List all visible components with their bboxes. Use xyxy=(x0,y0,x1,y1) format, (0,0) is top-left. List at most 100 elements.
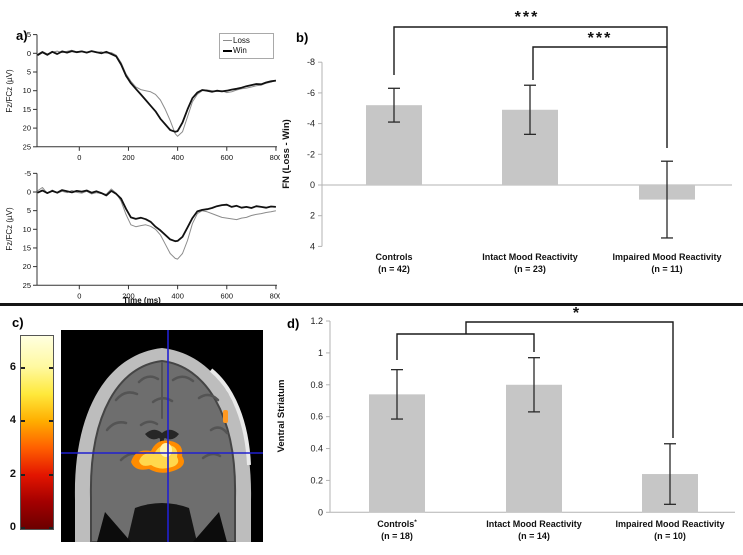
x-tick-label: 600 xyxy=(221,153,234,162)
category-label: Controls* xyxy=(377,519,417,529)
erp-loss-line xyxy=(37,187,277,260)
fn-bar-chart: -8 -6 -4 -2 0 2 4 Controls (n = 42) Intact Mood R… xyxy=(281,9,732,274)
y-tick-label: -8 xyxy=(307,57,315,67)
y-tick-label: -6 xyxy=(307,88,315,98)
colorbar-tick-label: 0 xyxy=(9,521,16,533)
y-tick-label: 5 xyxy=(27,206,31,215)
y-tick-label: 5 xyxy=(27,68,31,77)
panel-b-label: b) xyxy=(296,30,309,45)
x-tick-label: 200 xyxy=(122,291,135,300)
x-tick-label: 0 xyxy=(77,153,81,162)
y-axis-title: Fz/FCz (µV) xyxy=(5,69,14,113)
significance-bracket xyxy=(396,333,535,360)
y-tick-label: 0.8 xyxy=(310,380,323,390)
erp-loss-line xyxy=(37,49,277,137)
x-tick-label: 800 xyxy=(270,291,280,300)
category-n-label: (n = 14) xyxy=(518,531,550,541)
panel-a-label: a) xyxy=(16,28,28,43)
y-tick-label: 20 xyxy=(23,262,31,271)
y-tick-label: 25 xyxy=(23,281,31,290)
y-tick-label: -2 xyxy=(307,149,315,159)
erp-waveform-plots: -505101520250200400600800Fz/FCz (µV)-505… xyxy=(5,30,280,305)
right-dark-wedge xyxy=(193,512,227,542)
y-tick-label: 0 xyxy=(27,188,31,197)
colorbar-tick-mark xyxy=(49,366,53,369)
significance-bracket xyxy=(465,321,674,438)
left-dark-wedge xyxy=(97,512,131,542)
category-label: Controls xyxy=(376,252,413,262)
panel-d-label: d) xyxy=(287,316,300,331)
significance-stars: * xyxy=(573,306,581,322)
y-tick-label: -5 xyxy=(24,30,31,39)
significance-stars: *** xyxy=(515,9,540,26)
colorbar-tick-mark xyxy=(49,420,53,423)
x-tick-label: 400 xyxy=(171,153,184,162)
category-n-label: (n = 23) xyxy=(514,264,546,274)
legend-win-label: Win xyxy=(233,46,247,55)
loss-line-sample xyxy=(223,40,232,42)
significance-bracket xyxy=(532,46,667,80)
x-tick-label: 0 xyxy=(77,291,81,300)
colorbar-tick-mark xyxy=(49,473,53,476)
brain-coronal-slice xyxy=(61,330,263,542)
x-tick-label: 400 xyxy=(171,291,184,300)
y-tick-label: 0.6 xyxy=(310,412,323,422)
y-tick-label: 15 xyxy=(23,105,31,114)
x-tick-label: 800 xyxy=(270,153,280,162)
category-label: Intact Mood Reactivity xyxy=(486,519,582,529)
erp-legend: Loss Win xyxy=(219,33,274,59)
y-tick-label: 4 xyxy=(310,241,315,251)
y-axis-title: Fz/FCz (µV) xyxy=(5,207,14,251)
significance-stars: *** xyxy=(588,30,613,47)
activation-peak xyxy=(160,443,172,457)
y-tick-label: 0.4 xyxy=(310,444,323,454)
small-activation-spot xyxy=(223,410,228,423)
category-n-label: (n = 42) xyxy=(378,264,410,274)
y-tick-label: 20 xyxy=(23,124,31,133)
category-n-label: (n = 10) xyxy=(654,531,686,541)
y-tick-label: 25 xyxy=(23,142,31,151)
legend-entry-loss: Loss xyxy=(223,36,270,46)
category-label: Intact Mood Reactivity xyxy=(482,252,578,262)
colorbar-tick-mark xyxy=(21,473,25,476)
legend-loss-label: Loss xyxy=(233,36,250,45)
legend-entry-win: Win xyxy=(223,46,270,56)
x-tick-label: 200 xyxy=(122,153,135,162)
y-tick-label: 10 xyxy=(23,86,31,95)
win-line-sample xyxy=(223,49,232,52)
y-tick-label: 15 xyxy=(23,243,31,252)
skull-bright-rim xyxy=(209,368,251,466)
lateral-ventricles xyxy=(145,429,179,440)
panel-c-label: c) xyxy=(12,315,24,330)
colorbar-tick-mark xyxy=(21,527,25,529)
y-tick-label: -4 xyxy=(307,119,315,129)
y-tick-label: 0.2 xyxy=(310,475,323,485)
colorbar-tick-label: 2 xyxy=(9,467,16,480)
y-tick-label: 1.2 xyxy=(310,316,323,326)
colorbar-tick-mark xyxy=(21,420,25,423)
category-label: Impaired Mood Reactivity xyxy=(615,519,724,529)
erp-win-line xyxy=(37,189,276,243)
panel-divider-line xyxy=(0,303,743,306)
y-tick-label: 0 xyxy=(27,49,31,58)
significance-bracket xyxy=(393,26,668,148)
erp-win-line xyxy=(37,50,277,133)
x-axis-title: Time (ms) xyxy=(123,296,161,305)
y-tick-label: 0 xyxy=(310,180,315,190)
y-tick-label: 10 xyxy=(23,225,31,234)
brainstem-dark-region xyxy=(127,503,197,542)
category-n-label: (n = 11) xyxy=(651,264,682,274)
y-axis-title: FN (Loss - Win) xyxy=(281,119,292,189)
category-label: Impaired Mood Reactivity xyxy=(612,252,721,262)
colorbar-tick-label: 4 xyxy=(9,414,16,427)
y-axis-title: Ventral Striatum xyxy=(276,380,287,453)
colorbar xyxy=(20,335,54,530)
y-tick-label: 2 xyxy=(310,211,315,221)
y-tick-label: 1 xyxy=(318,348,323,358)
colorbar-tick-label: 6 xyxy=(9,360,16,373)
y-tick-label: 0 xyxy=(318,507,323,517)
colorbar-tick-mark xyxy=(21,366,25,369)
y-tick-label: -5 xyxy=(24,169,31,178)
ventral-striatum-bar-chart: 0 0.2 0.4 0.6 0.8 1 1.2 Controls* (n = 18) Intact… xyxy=(276,306,735,541)
